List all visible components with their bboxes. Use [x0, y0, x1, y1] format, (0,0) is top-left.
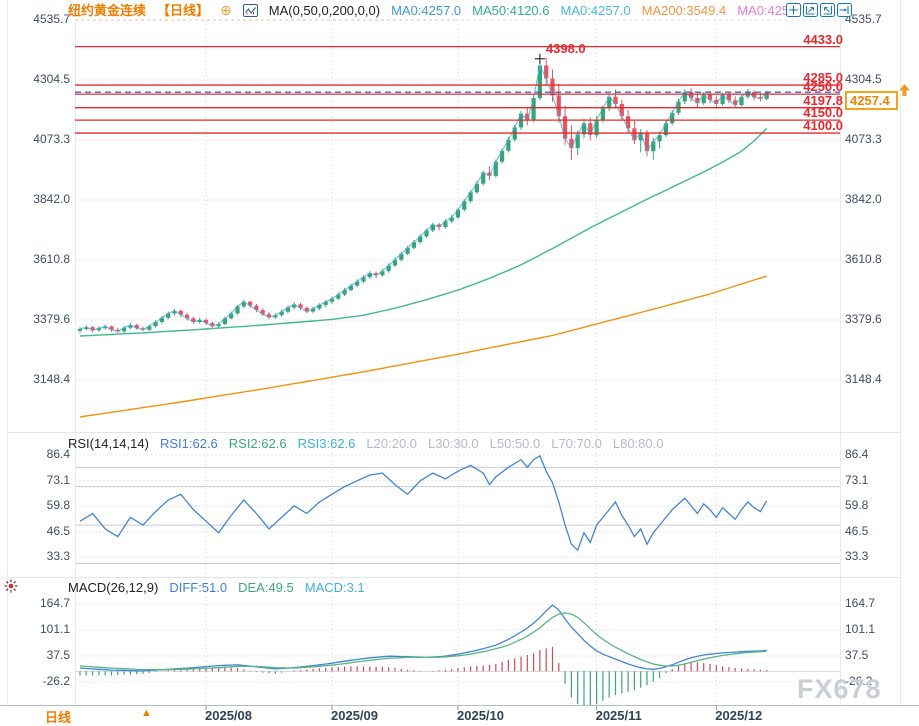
ma-legend-item: MA0:425	[737, 3, 790, 18]
crosshair-icon[interactable]	[786, 3, 801, 17]
ma-legend-item: MA0:4257.0	[391, 3, 462, 18]
rsi-level-item: L70:70.0	[551, 436, 602, 451]
current-price-badge: 4257.4	[845, 91, 898, 110]
add-indicator-icon[interactable]: ⊕	[220, 2, 232, 18]
timeframe-selector[interactable]: 日线	[45, 710, 72, 725]
symbol-name: 纽约黄金连续	[68, 3, 147, 18]
rsi-legend-item: RSI2:62.6	[228, 436, 287, 451]
rsi-level-item: L50:50.0	[489, 436, 541, 451]
go-to-latest-icon[interactable]	[837, 3, 852, 17]
macd-legend-item: MACD:3.1	[304, 580, 365, 595]
period-badge: 【日线】	[157, 3, 210, 18]
rsi-levels: L20:20.0 L30:30.0 L50:50.0 L70:70.0 L80:80.0	[366, 436, 663, 451]
macd-legend-item: DIFF:51.0	[169, 580, 228, 595]
macd-values: DIFF:51.0 DEA:49.5 MACD:3.1	[169, 580, 364, 595]
ma-legend: MA0:4257.0 MA50:4120.6 MA0:4257.0 MA200:354…	[391, 3, 789, 18]
watermark: FX678	[797, 674, 882, 704]
rsi-level-item: L20:20.0	[366, 436, 418, 451]
macd-header: MACD(26,12,9) DIFF:51.0 DEA:49.5 MACD:3.1	[68, 580, 365, 595]
scale-y-axis-icon[interactable]	[803, 3, 818, 17]
rsi-legend-item: RSI3:62.6	[297, 436, 356, 451]
chart-header: 纽约黄金连续 【日线】 ⊕ MA(0,50,0,200,0,0) MA0:425…	[68, 2, 789, 19]
ma-legend-item: MA200:3549.4	[641, 3, 727, 18]
ma-legend-item: MA50:4120.6	[472, 3, 550, 18]
rsi-header: RSI(14,14,14) RSI1:62.6 RSI2:62.6 RSI3:62.…	[68, 436, 663, 451]
macd-legend-item: DEA:49.5	[238, 580, 294, 595]
rsi-title: RSI(14,14,14)	[68, 436, 149, 451]
rsi-legend-item: RSI1:62.6	[159, 436, 218, 451]
rsi-values: RSI1:62.6 RSI2:62.6 RSI3:62.6	[160, 436, 355, 451]
rsi-level-item: L80:80.0	[612, 436, 664, 451]
scale-x-axis-icon[interactable]	[820, 3, 835, 17]
timeframe-arrow-icon[interactable]: ▲	[141, 707, 152, 719]
chart-toolbar	[786, 3, 852, 17]
macd-title: MACD(26,12,9)	[68, 580, 159, 595]
price-up-arrow-icon[interactable]	[897, 83, 912, 98]
mini-chart-icon	[242, 4, 258, 17]
ma-settings: MA(0,50,0,200,0,0)	[268, 3, 381, 18]
rsi-level-item: L30:30.0	[428, 436, 479, 451]
sun-icon[interactable]	[3, 578, 19, 594]
ma-legend-item: MA0:4257.0	[560, 3, 631, 18]
